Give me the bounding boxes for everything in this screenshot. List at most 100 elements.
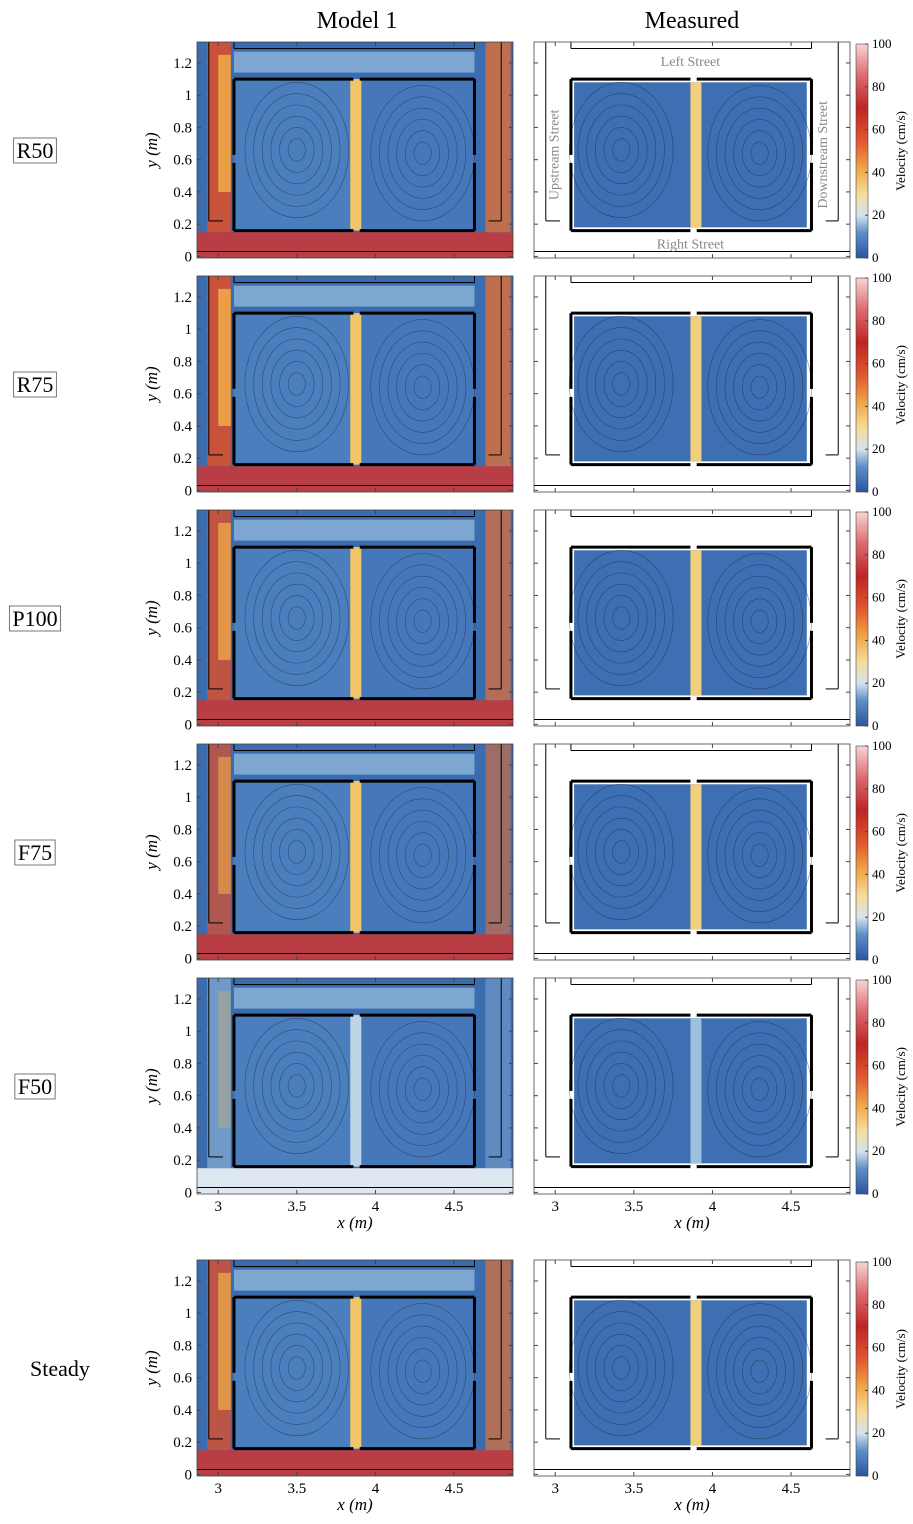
- colorbar: [856, 1262, 868, 1476]
- colorbar-tick-label: 40: [872, 164, 885, 179]
- colorbar-tick-label: 100: [872, 504, 892, 519]
- colorbar: [856, 44, 868, 258]
- field-region: [350, 313, 361, 465]
- x-tick-label: 4: [709, 1199, 717, 1215]
- field-region: [197, 1168, 513, 1194]
- colorbar-tick-label: 20: [872, 909, 885, 924]
- field-region: [485, 510, 510, 700]
- field-region: [234, 754, 475, 775]
- field-region: [350, 547, 361, 699]
- colorbar-tick-label: 100: [872, 270, 892, 285]
- x-tick-label: 3: [214, 1199, 222, 1215]
- row-label: R75: [17, 372, 54, 397]
- y-axis-label: y (m): [142, 600, 161, 638]
- y-tick-label: 0.2: [173, 685, 192, 701]
- field-region: [357, 1015, 475, 1167]
- field-region: [197, 934, 513, 960]
- colorbar-tick-label: 0: [872, 718, 879, 733]
- flow-field: [197, 276, 513, 492]
- colorbar-tick-label: 100: [872, 972, 892, 987]
- row-label: P100: [12, 606, 57, 631]
- y-tick-label: 1.2: [173, 1274, 192, 1290]
- field-region: [357, 781, 475, 933]
- colorbar-tick-label: 20: [872, 675, 885, 690]
- y-tick-label: 1.2: [173, 758, 192, 774]
- y-tick-label: 0.4: [173, 653, 192, 669]
- field-region: [350, 1015, 361, 1167]
- field-region: [690, 316, 701, 461]
- y-axis-label: y (m): [142, 366, 161, 404]
- field-region: [234, 1270, 475, 1291]
- colorbar-tick-label: 80: [872, 313, 885, 328]
- field-region: [357, 79, 475, 231]
- field-region: [234, 286, 475, 307]
- panel: 33.544.5x (m)00.20.40.60.811.2y (m): [142, 978, 513, 1232]
- figure: Model 1 Measured 0 0.2 0.4 0.6 0.8 1 1.2 y (m) L…: [0, 0, 913, 1519]
- column-title: Model 1: [317, 8, 398, 34]
- x-tick-label: 3.5: [624, 1481, 643, 1497]
- y-tick-label: 0: [185, 717, 193, 733]
- y-tick-label: 1: [185, 790, 193, 806]
- y-tick-label: 1: [185, 88, 193, 104]
- flow-field: [534, 978, 850, 1194]
- colorbar-tick-label: 60: [872, 122, 885, 137]
- flow-field: [197, 1260, 513, 1476]
- y-tick-label: 0.8: [173, 588, 192, 604]
- colorbar-tick-label: 40: [872, 632, 885, 647]
- row-label: F50: [18, 1074, 52, 1099]
- colorbar-tick-label: 100: [872, 1254, 892, 1269]
- field-region: [357, 1297, 475, 1449]
- panel: 33.544.5x (m)00.20.40.60.811.2y (m): [142, 1260, 513, 1514]
- x-tick-label: 4: [372, 1481, 380, 1497]
- field-region: [350, 79, 361, 231]
- y-tick-label: 0.2: [173, 217, 192, 233]
- flow-field: [534, 744, 850, 960]
- row-label: F75: [18, 840, 52, 865]
- column-title: Measured: [645, 8, 740, 34]
- field-region: [234, 1297, 357, 1449]
- colorbar-label: Velocity (cm/s): [893, 111, 908, 191]
- y-tick-label: 1.2: [173, 992, 192, 1008]
- field-region: [218, 991, 231, 1128]
- colorbar-tick-label: 60: [872, 1058, 885, 1073]
- x-tick-label: 4: [709, 1481, 717, 1497]
- y-tick-label: 1.2: [173, 290, 192, 306]
- flow-field: [534, 42, 850, 258]
- row-label: Steady: [30, 1356, 90, 1381]
- colorbar-tick-label: 40: [872, 866, 885, 881]
- y-tick-label: 0: [185, 1185, 193, 1201]
- panel: 00.20.40.60.811.2y (m): [142, 42, 513, 265]
- x-axis-label: x (m): [673, 1213, 710, 1232]
- flow-field: [534, 1260, 850, 1476]
- colorbar: [856, 746, 868, 960]
- x-tick-label: 4.5: [782, 1481, 801, 1497]
- field-region: [234, 1015, 357, 1167]
- panel: Left StreetRight StreetUpstream StreetDo…: [534, 42, 850, 258]
- panel: 33.544.5x (m): [534, 978, 850, 1232]
- y-tick-label: 0.2: [173, 919, 192, 935]
- y-tick-label: 0.8: [173, 354, 192, 370]
- panel: 00.20.40.60.811.2y (m): [142, 276, 513, 499]
- colorbar-tick-label: 0: [872, 952, 879, 967]
- field-region: [234, 781, 357, 933]
- panel: 00.20.40.60.811.2y (m): [142, 510, 513, 733]
- field-region: [218, 523, 231, 660]
- y-tick-label: 0.6: [173, 1371, 192, 1387]
- y-tick-label: 1.2: [173, 56, 192, 72]
- colorbar-tick-label: 20: [872, 207, 885, 222]
- field-region: [218, 757, 231, 894]
- flow-field: [197, 744, 513, 960]
- field-region: [234, 79, 357, 231]
- colorbar-label: Velocity (cm/s): [893, 1047, 908, 1127]
- field-region: [485, 744, 510, 934]
- y-tick-label: 0.6: [173, 387, 192, 403]
- x-axis-label: x (m): [336, 1213, 373, 1232]
- x-tick-label: 3.5: [287, 1199, 306, 1215]
- annotation: Left Street: [661, 55, 721, 70]
- field-region: [197, 700, 513, 726]
- field-region: [690, 550, 701, 695]
- field-region: [690, 82, 701, 227]
- colorbar-tick-label: 80: [872, 547, 885, 562]
- y-tick-label: 0.8: [173, 1056, 192, 1072]
- field-region: [234, 988, 475, 1009]
